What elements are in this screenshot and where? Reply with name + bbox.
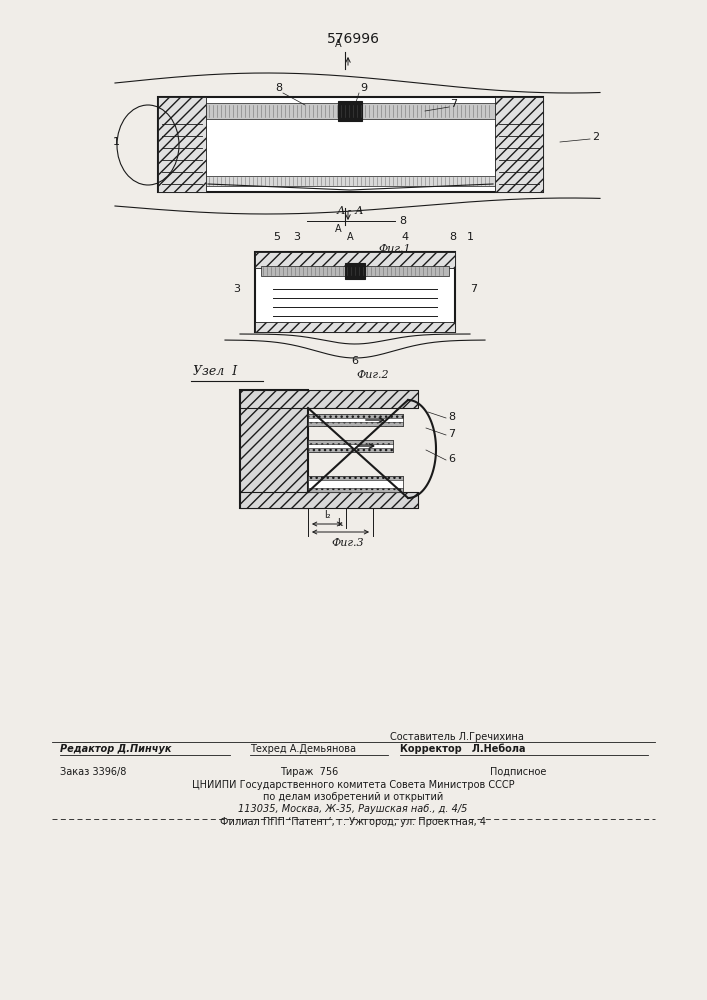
Bar [255, 252, 455, 268]
Text: 8: 8 [450, 232, 457, 242]
Text: 8: 8 [448, 412, 455, 422]
Text: 7: 7 [470, 284, 477, 294]
Bar [308, 422, 403, 426]
Bar [308, 440, 393, 444]
Text: по делам изобретений и открытий: по делам изобретений и открытий [263, 792, 443, 802]
Text: А: А [334, 224, 341, 234]
Bar [308, 414, 403, 426]
Bar [206, 176, 495, 186]
Bar [206, 103, 495, 119]
Bar [308, 440, 393, 452]
Text: 7: 7 [450, 99, 457, 109]
Text: 3: 3 [233, 284, 240, 294]
Text: 6: 6 [448, 454, 455, 464]
Text: Составитель Л.Гречихина: Составитель Л.Гречихина [390, 732, 524, 742]
Bar [158, 97, 206, 192]
Bar [308, 476, 403, 480]
Bar [255, 322, 455, 332]
Text: Узел  I: Узел I [193, 365, 238, 378]
Text: Тираж  756: Тираж 756 [280, 767, 338, 777]
Text: Техред А.Демьянова: Техред А.Демьянова [250, 744, 356, 754]
Bar [308, 448, 393, 452]
Text: Заказ 3396/8: Заказ 3396/8 [60, 767, 127, 777]
Text: 1: 1 [467, 232, 474, 242]
Text: Редактор Д.Пинчук: Редактор Д.Пинчук [60, 744, 172, 754]
Text: l₂: l₂ [324, 510, 330, 520]
Bar [308, 488, 403, 492]
Text: 4: 4 [402, 232, 409, 242]
Text: 6: 6 [351, 356, 358, 366]
Bar [308, 414, 403, 418]
Text: 1: 1 [113, 137, 120, 147]
Text: Фиг.3: Фиг.3 [332, 538, 364, 548]
Bar [240, 492, 418, 508]
Text: 8: 8 [275, 83, 282, 93]
Bar [495, 97, 543, 192]
Bar [308, 476, 403, 492]
Text: Фиг.1: Фиг.1 [379, 244, 411, 254]
Text: 2: 2 [592, 132, 599, 142]
Text: А: А [347, 232, 354, 242]
Text: 113035, Москва, Ж-35, Раушская наб., д. 4/5: 113035, Москва, Ж-35, Раушская наб., д. … [238, 804, 468, 814]
Text: 3: 3 [293, 232, 300, 242]
Text: 8: 8 [399, 216, 406, 226]
Text: А: А [334, 39, 341, 49]
Text: 5: 5 [274, 232, 281, 242]
Text: ЦНИИПИ Государственного комитета Совета Министров СССР: ЦНИИПИ Государственного комитета Совета … [192, 780, 514, 790]
Text: Подписное: Подписное [490, 767, 547, 777]
Text: 576996: 576996 [327, 32, 380, 46]
Bar [240, 492, 418, 508]
Bar [261, 266, 449, 276]
Text: Корректор   Л.Небола: Корректор Л.Небола [400, 744, 525, 754]
Text: 7: 7 [448, 429, 455, 439]
Bar [255, 252, 455, 332]
Text: 9: 9 [360, 83, 367, 93]
Bar [240, 390, 418, 408]
Text: l₁: l₁ [337, 518, 344, 528]
Bar [345, 263, 365, 279]
Bar [158, 97, 543, 192]
Text: Филиал ППП ‘Патент’, г. Ужгород, ул. Проектная, 4: Филиал ППП ‘Патент’, г. Ужгород, ул. Про… [220, 817, 486, 827]
Text: Фиг.2: Фиг.2 [357, 370, 390, 380]
Text: А - А: А - А [337, 206, 363, 216]
Bar [240, 390, 418, 408]
Bar [240, 390, 308, 508]
Bar [240, 390, 308, 508]
Bar [338, 101, 362, 121]
